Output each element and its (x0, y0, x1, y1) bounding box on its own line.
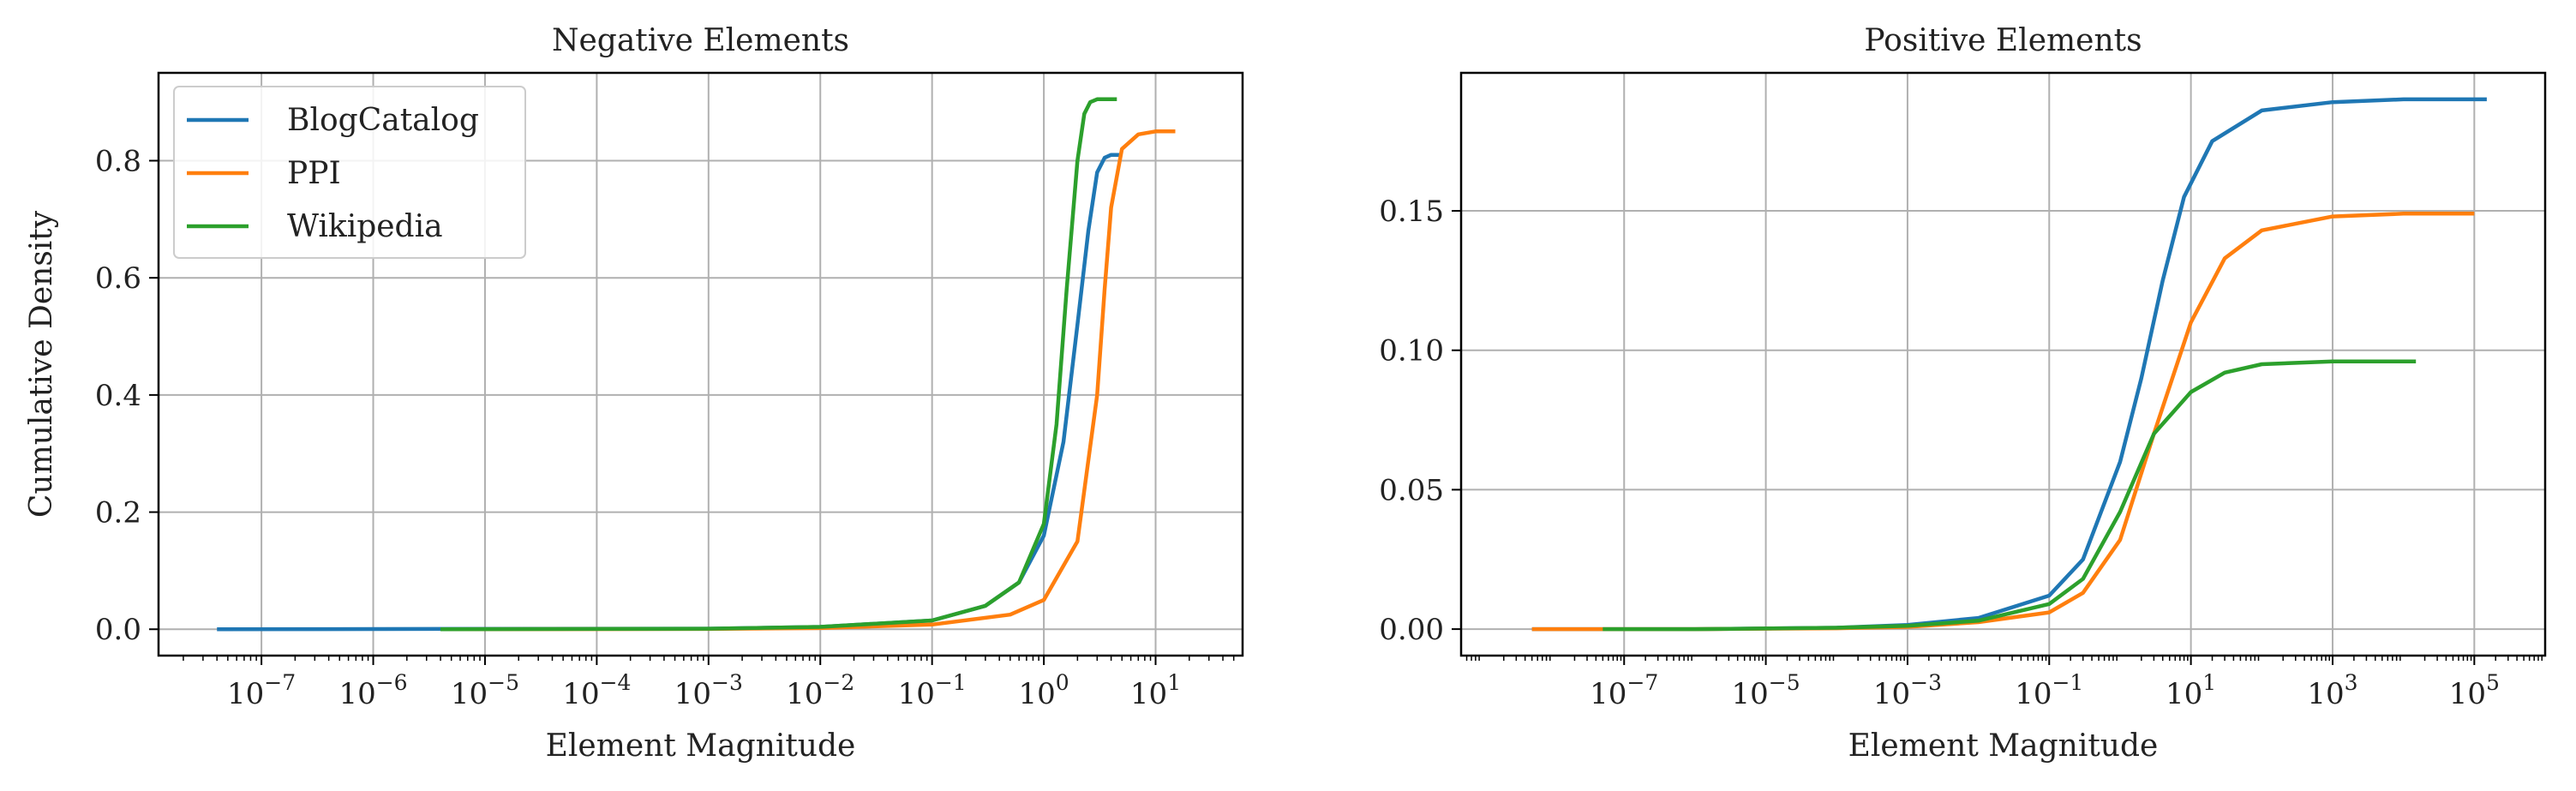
legend-label-wikipedia: Wikipedia (287, 209, 443, 244)
x-tick-label: 100 (1018, 670, 1069, 711)
x-tick-label: 10−5 (1732, 670, 1800, 711)
x-axis-label: Element Magnitude (1848, 728, 2159, 764)
series-line-wikipedia (440, 97, 1117, 632)
x-tick-label: 103 (2307, 670, 2357, 711)
series-line-wikipedia (1603, 359, 2417, 632)
legend-label-blogcatalog: BlogCatalog (287, 103, 479, 138)
plot-area (1461, 73, 2545, 656)
chart-title: Negative Elements (552, 23, 849, 58)
x-tick-label: 101 (2166, 670, 2216, 711)
x-tick-label: 10−5 (451, 670, 519, 711)
y-tick-label: 0.8 (95, 145, 141, 179)
plot-frame (1459, 71, 2547, 657)
x-tick-label: 10−7 (1590, 670, 1658, 711)
y-axis-label: Cumulative Density (24, 210, 59, 518)
chart-0: 10−7 10−6 10−5 10−4 10−3 10−2 10−1 100 101 0.0 0.2… (24, 23, 1244, 764)
y-tick-label: 0.10 (1379, 334, 1444, 369)
x-tick-label: 10−3 (1873, 670, 1942, 711)
x-tick-label: 10−2 (786, 670, 854, 711)
legend-label-ppi: PPI (287, 156, 341, 191)
x-tick-label: 10−4 (562, 670, 631, 711)
chart-title: Positive Elements (1864, 23, 2142, 58)
x-tick-label: 10−3 (674, 670, 743, 711)
x-tick-label: 10−1 (898, 670, 967, 711)
x-tick-label: 105 (2449, 670, 2500, 711)
x-axis-label: Element Magnitude (546, 728, 856, 764)
legend-box (173, 86, 526, 259)
chart-1: 10−7 10−5 10−3 10−1 101 103 105 0.00 0.05 0.10 0.1… (1379, 23, 2547, 764)
y-tick-label: 0.6 (95, 261, 141, 296)
y-tick-label: 0.05 (1379, 473, 1444, 507)
x-tick-label: 101 (1130, 670, 1181, 711)
y-tick-label: 0.15 (1379, 195, 1444, 229)
y-tick-label: 0.2 (95, 496, 141, 530)
x-tick-label: 10−7 (227, 670, 296, 711)
y-tick-label: 0.4 (95, 379, 141, 413)
y-tick-label: 0.00 (1379, 613, 1444, 647)
x-tick-label: 10−1 (2015, 670, 2083, 711)
x-tick-label: 10−6 (338, 670, 407, 711)
y-tick-label: 0.0 (95, 613, 141, 647)
legend: BlogCatalog PPI Wikipedia (173, 86, 526, 259)
plot-frame (157, 71, 1244, 657)
